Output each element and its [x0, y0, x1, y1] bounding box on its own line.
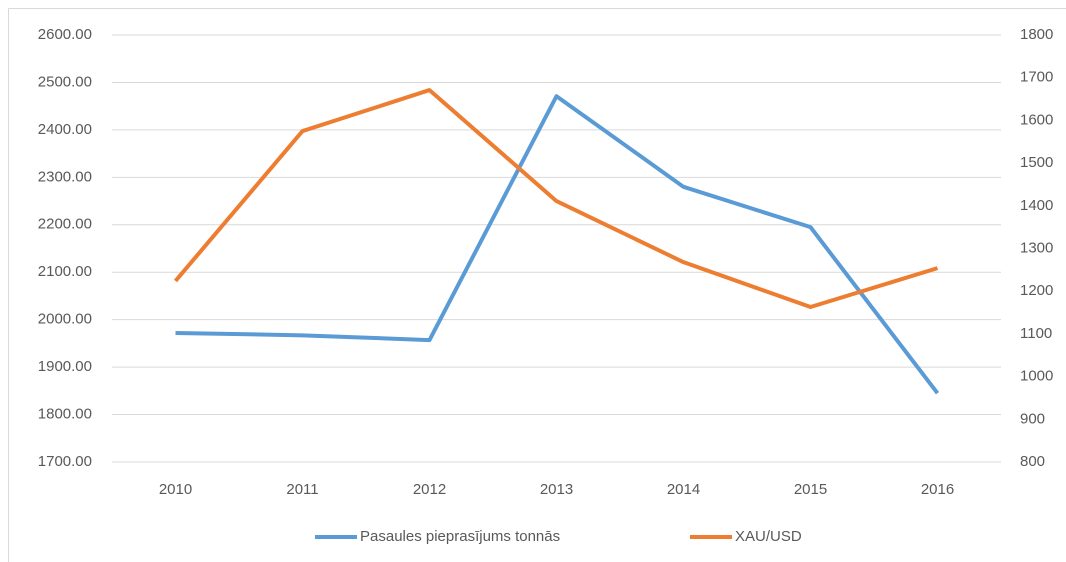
y2-tick-label: 1700 [1020, 69, 1053, 86]
y2-tick-label: 1200 [1020, 282, 1053, 299]
y-tick-label: 1700.00 [38, 453, 92, 470]
y-tick-label: 1900.00 [38, 358, 92, 375]
x-tick-label: 2015 [794, 481, 827, 498]
y-tick-label: 2000.00 [38, 311, 92, 328]
y-tick-label: 2600.00 [38, 26, 92, 43]
y2-tick-label: 1100 [1020, 325, 1052, 342]
y2-tick-label: 1500 [1020, 154, 1053, 171]
y2-tick-label: 1300 [1020, 239, 1053, 256]
legend-label: Pasaules pieprasījums tonnās [360, 528, 560, 545]
y2-tick-label: 800 [1020, 453, 1045, 470]
y2-tick-label: 1400 [1020, 197, 1053, 214]
y-tick-label: 2100.00 [38, 263, 92, 280]
x-tick-label: 2010 [159, 481, 192, 498]
y-tick-label: 2200.00 [38, 216, 92, 233]
y2-tick-label: 1800 [1020, 26, 1053, 43]
x-tick-label: 2013 [540, 481, 573, 498]
y2-tick-label: 1000 [1020, 368, 1053, 385]
y-tick-label: 2400.00 [38, 121, 92, 138]
y2-tick-label: 1600 [1020, 111, 1053, 128]
series-line [175, 94, 940, 395]
x-tick-label: 2011 [286, 481, 318, 498]
y-tick-label: 2500.00 [38, 73, 92, 90]
x-tick-label: 2014 [667, 481, 700, 498]
legend-label: XAU/USD [735, 528, 802, 545]
x-tick-label: 2016 [921, 481, 954, 498]
y-tick-label: 2300.00 [38, 168, 92, 185]
series-line [173, 88, 939, 309]
y2-tick-label: 900 [1020, 410, 1045, 427]
x-tick-label: 2012 [413, 481, 446, 498]
y-tick-label: 1800.00 [38, 406, 92, 423]
